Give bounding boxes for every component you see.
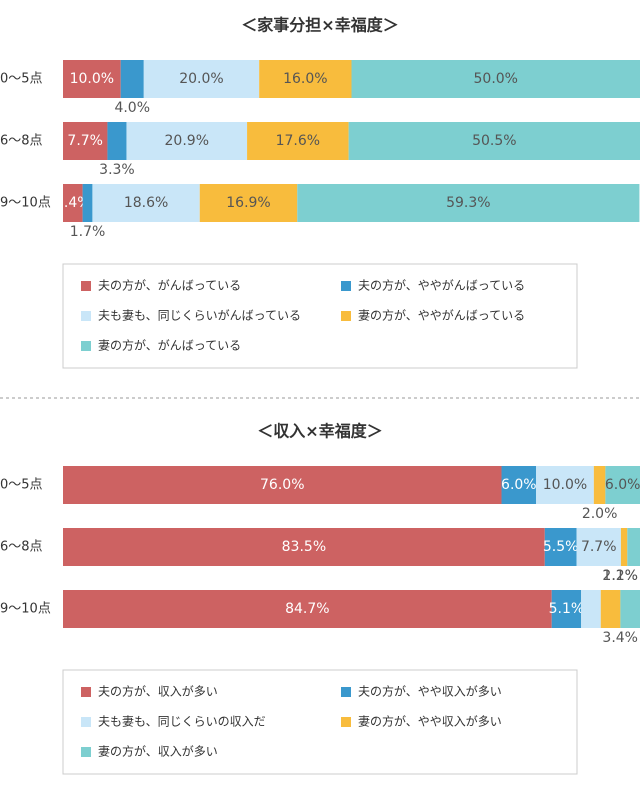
legend-label: 夫も妻も、同じくらいがんばっている [98,308,301,323]
value-label: 76.0% [260,477,304,493]
value-label: 10.0% [543,477,587,493]
legend-swatch [81,281,91,291]
bar-segment [63,122,108,160]
bar-segment [126,122,248,160]
bar-segment [297,184,640,222]
legend-label: 妻の方が、がんばっている [98,338,241,353]
value-label: 3.4% [602,630,638,646]
bar-segment [620,528,628,566]
legend-swatch [341,687,351,697]
bar-segment [551,590,582,628]
category-label: 6〜8点 [0,134,43,149]
bar-segment [605,466,640,504]
value-label: 18.6% [124,195,168,211]
bar-segment [199,184,298,222]
bar-segment [63,590,552,628]
category-label: 9〜10点 [0,602,51,617]
value-label: 50.0% [474,71,518,87]
legend-label: 妻の方が、収入が多い [98,744,218,759]
value-label: 17.6% [276,133,320,149]
bar-segment [259,60,352,98]
value-label: 10.0% [70,71,114,87]
chart-title: ＜収入×幸福度＞ [257,422,382,441]
bar-segment [501,466,537,504]
bar-segment [576,528,621,566]
value-label: 59.3% [446,195,490,211]
bar-segment [63,528,545,566]
bar-segment [92,184,200,222]
bar-segment [348,122,640,160]
value-label: 20.0% [179,71,223,87]
value-label: 1.7% [70,224,106,240]
chart-title: ＜家事分担×幸福度＞ [241,16,398,35]
legend-swatch [341,281,351,291]
bar-segment [107,122,127,160]
legend-swatch [81,687,91,697]
value-label: 4.0% [114,100,150,116]
category-label: 0〜5点 [0,478,43,493]
bar-segment [351,60,640,98]
value-label: 16.9% [226,195,270,211]
legend-box [62,263,578,369]
bar-segment [63,184,83,222]
value-label: 16.0% [283,71,327,87]
category-label: 9〜10点 [0,196,51,211]
bar-segment [143,60,260,98]
legend-label: 妻の方が、ややがんばっている [358,308,525,323]
value-label: 3.4% [55,195,91,211]
bar-segment [593,466,606,504]
category-label: 0〜5点 [0,72,43,87]
legend-label: 夫も妻も、同じくらいの収入だ [98,715,266,729]
bar-segment [620,590,640,628]
category-label: 6〜8点 [0,540,43,555]
legend-swatch [81,747,91,757]
value-label: 6.0% [605,477,640,493]
bar-segment [82,184,93,222]
value-label: 2.0% [582,506,618,522]
bar-segment [63,466,502,504]
legend-swatch [81,717,91,727]
bar-segment [63,60,121,98]
value-label: 5.1% [549,601,585,617]
bar-segment [581,590,601,628]
value-label: 2.2% [602,568,638,584]
legend-box [62,669,578,775]
value-label: 83.5% [282,539,326,555]
legend-label: 夫の方が、がんばっている [98,278,241,293]
value-label: 5.5% [543,539,579,555]
bar-segment [600,590,621,628]
bar-segment [120,60,144,98]
legend-label: 夫の方が、ややがんばっている [358,278,525,293]
value-label: 50.5% [472,133,516,149]
legend-swatch [341,717,351,727]
value-label: 1.1% [602,568,638,584]
bar-segment [627,528,640,566]
legend-label: 妻の方が、やや収入が多い [358,714,502,729]
value-label: 7.7% [581,539,617,555]
legend-swatch [81,311,91,321]
legend-swatch [81,341,91,351]
value-label: 84.7% [285,601,329,617]
value-label: 6.0% [501,477,537,493]
legend-label: 夫の方が、やや収入が多い [358,684,502,699]
bar-segment [536,466,594,504]
legend-label: 夫の方が、収入が多い [98,684,218,699]
value-label: 3.3% [99,162,135,178]
bar-segment [544,528,577,566]
bar-segment [247,122,349,160]
value-label: 20.9% [165,133,209,149]
legend-swatch [341,311,351,321]
value-label: 7.7% [67,133,103,149]
